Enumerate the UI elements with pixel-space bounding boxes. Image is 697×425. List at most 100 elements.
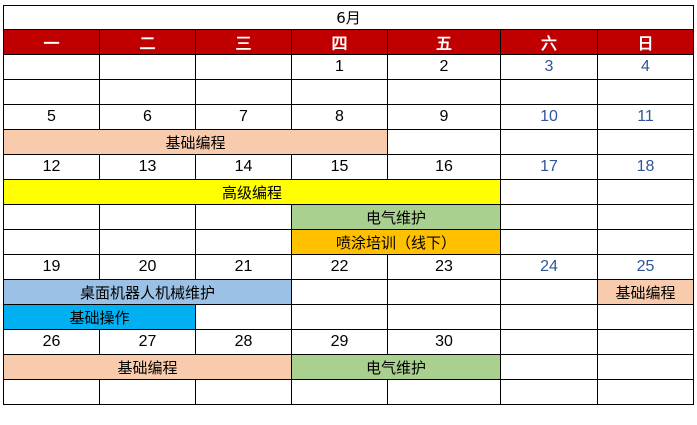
- date-cell[interactable]: 30: [387, 329, 501, 355]
- date-cell[interactable]: 5: [3, 104, 100, 130]
- date-cell[interactable]: 15: [291, 154, 388, 180]
- date-cell[interactable]: 2: [387, 54, 501, 80]
- weekday-header[interactable]: 一: [3, 29, 100, 55]
- empty-cell[interactable]: [597, 379, 694, 405]
- date-cell[interactable]: [195, 54, 292, 80]
- empty-cell[interactable]: [195, 229, 292, 255]
- date-cell[interactable]: 1: [291, 54, 388, 80]
- empty-cell[interactable]: [500, 279, 598, 305]
- date-cell[interactable]: 18: [597, 154, 694, 180]
- weekday-header[interactable]: 日: [597, 29, 694, 55]
- weekday-header[interactable]: 五: [387, 29, 501, 55]
- date-cell[interactable]: 27: [99, 329, 196, 355]
- date-cell[interactable]: 3: [500, 54, 598, 80]
- event-block[interactable]: 电气维护: [291, 204, 501, 230]
- date-cell[interactable]: 19: [3, 254, 100, 280]
- empty-cell[interactable]: [500, 79, 598, 105]
- empty-cell[interactable]: [387, 304, 501, 330]
- empty-cell[interactable]: [3, 79, 100, 105]
- empty-cell[interactable]: [597, 129, 694, 155]
- date-cell[interactable]: 17: [500, 154, 598, 180]
- date-cell[interactable]: [99, 54, 196, 80]
- weekday-header[interactable]: 二: [99, 29, 196, 55]
- date-cell[interactable]: 8: [291, 104, 388, 130]
- weekday-header[interactable]: 四: [291, 29, 388, 55]
- event-block[interactable]: 基础操作: [3, 304, 196, 330]
- date-cell[interactable]: 29: [291, 329, 388, 355]
- calendar-grid: 6月 一二三四五六日 1 2 3 4 5 6 7 8 9 10 11 基础编程 12 13 14 15 16 17…: [3, 5, 694, 405]
- empty-cell[interactable]: [597, 354, 694, 380]
- date-cell[interactable]: 9: [387, 104, 501, 130]
- date-cell[interactable]: 10: [500, 104, 598, 130]
- event-block[interactable]: 基础编程: [597, 279, 694, 305]
- weekday-header[interactable]: 三: [195, 29, 292, 55]
- empty-cell[interactable]: [597, 79, 694, 105]
- date-cell[interactable]: 13: [99, 154, 196, 180]
- empty-cell[interactable]: [99, 229, 196, 255]
- event-block[interactable]: 基础编程: [3, 354, 292, 380]
- empty-cell[interactable]: [99, 204, 196, 230]
- event-row: 基础编程 电气维护: [3, 354, 694, 380]
- empty-cell[interactable]: [597, 179, 694, 205]
- event-row: 基础操作: [3, 304, 694, 330]
- date-cell[interactable]: 12: [3, 154, 100, 180]
- date-cell[interactable]: 26: [3, 329, 100, 355]
- empty-cell[interactable]: [291, 79, 388, 105]
- empty-cell[interactable]: [500, 304, 598, 330]
- empty-cell[interactable]: [500, 204, 598, 230]
- event-block[interactable]: 喷涂培训（线下）: [291, 229, 501, 255]
- event-block[interactable]: 高级编程: [3, 179, 501, 205]
- empty-cell[interactable]: [99, 79, 196, 105]
- empty-cell[interactable]: [3, 229, 100, 255]
- date-cell[interactable]: 24: [500, 254, 598, 280]
- date-cell[interactable]: 23: [387, 254, 501, 280]
- event-row: [3, 79, 694, 105]
- empty-cell[interactable]: [195, 304, 292, 330]
- empty-cell[interactable]: [195, 79, 292, 105]
- date-cell[interactable]: 20: [99, 254, 196, 280]
- event-block[interactable]: 基础编程: [3, 129, 388, 155]
- event-row: 桌面机器人机械维护 基础编程: [3, 279, 694, 305]
- empty-cell[interactable]: [387, 379, 501, 405]
- month-title[interactable]: 6月: [3, 5, 694, 30]
- date-cell[interactable]: 11: [597, 104, 694, 130]
- empty-cell[interactable]: [195, 379, 292, 405]
- empty-cell[interactable]: [500, 229, 598, 255]
- date-cell[interactable]: 6: [99, 104, 196, 130]
- empty-cell[interactable]: [291, 279, 388, 305]
- date-cell[interactable]: 4: [597, 54, 694, 80]
- date-cell[interactable]: [3, 54, 100, 80]
- event-block[interactable]: 电气维护: [291, 354, 501, 380]
- date-cell[interactable]: 16: [387, 154, 501, 180]
- date-cell[interactable]: 21: [195, 254, 292, 280]
- date-cell[interactable]: 22: [291, 254, 388, 280]
- empty-cell[interactable]: [3, 204, 100, 230]
- event-row: [3, 379, 694, 405]
- empty-cell[interactable]: [597, 229, 694, 255]
- event-row: 喷涂培训（线下）: [3, 229, 694, 255]
- date-cell[interactable]: 25: [597, 254, 694, 280]
- empty-cell[interactable]: [597, 204, 694, 230]
- empty-cell[interactable]: [99, 379, 196, 405]
- date-cell[interactable]: 7: [195, 104, 292, 130]
- empty-cell[interactable]: [500, 179, 598, 205]
- date-cell[interactable]: 14: [195, 154, 292, 180]
- empty-cell[interactable]: [500, 354, 598, 380]
- empty-cell[interactable]: [291, 304, 388, 330]
- weekday-header[interactable]: 六: [500, 29, 598, 55]
- empty-cell[interactable]: [387, 279, 501, 305]
- date-row: 26 27 28 29 30: [3, 329, 694, 355]
- empty-cell[interactable]: [387, 79, 501, 105]
- empty-cell[interactable]: [3, 379, 100, 405]
- empty-cell[interactable]: [500, 129, 598, 155]
- event-block[interactable]: 桌面机器人机械维护: [3, 279, 292, 305]
- empty-cell[interactable]: [597, 304, 694, 330]
- empty-cell[interactable]: [291, 379, 388, 405]
- date-cell[interactable]: [597, 329, 694, 355]
- date-cell[interactable]: [500, 329, 598, 355]
- empty-cell[interactable]: [195, 204, 292, 230]
- event-row: 电气维护: [3, 204, 694, 230]
- empty-cell[interactable]: [387, 129, 501, 155]
- date-cell[interactable]: 28: [195, 329, 292, 355]
- empty-cell[interactable]: [500, 379, 598, 405]
